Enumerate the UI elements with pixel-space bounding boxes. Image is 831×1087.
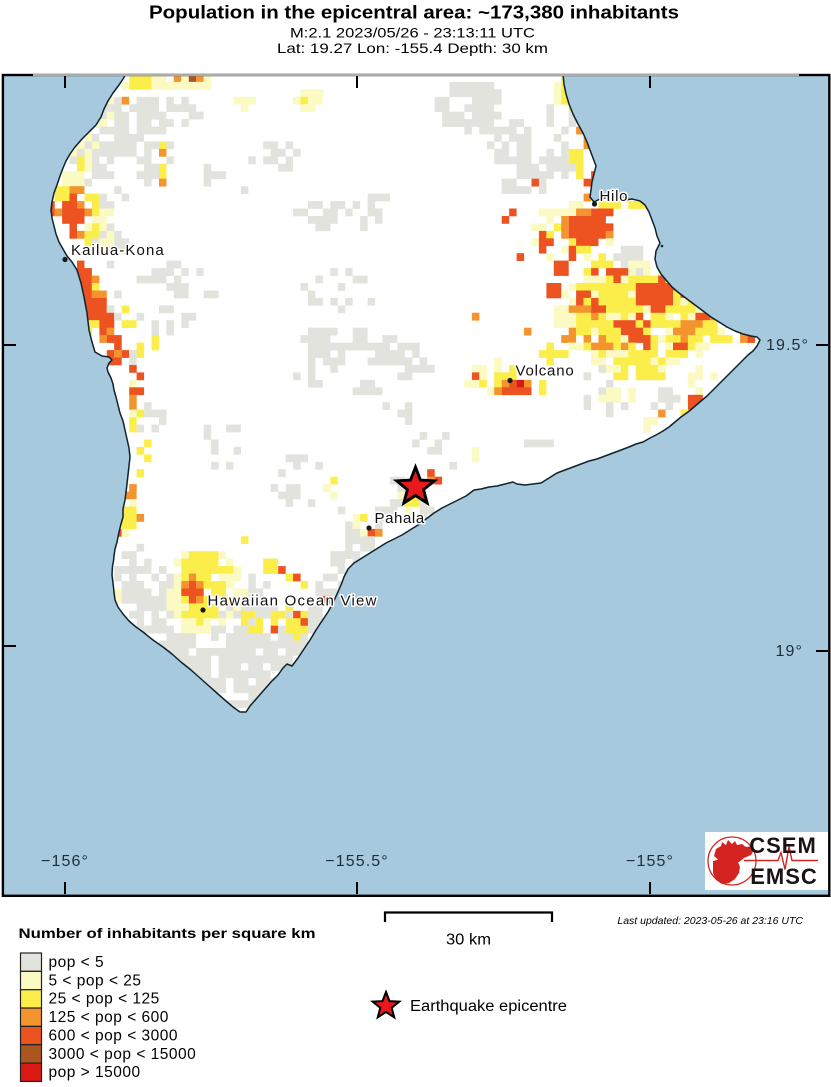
svg-text:19°: 19° [776,643,804,660]
svg-text:−155.5°: −155.5° [325,853,388,870]
svg-text:Hilo: Hilo [600,188,629,205]
svg-text:M:2.1 2023/05/26 - 23:13:11 UT: M:2.1 2023/05/26 - 23:13:11 UTC [290,25,535,41]
svg-text:pop > 15000: pop > 15000 [49,1064,141,1081]
svg-text:Earthquake epicentre: Earthquake epicentre [410,998,567,1015]
svg-text:19.5°: 19.5° [766,337,809,354]
svg-text:25 < pop < 125: 25 < pop < 125 [49,991,160,1008]
svg-text:Number of inhabitants per squa: Number of inhabitants per square km [19,925,316,941]
svg-text:Last updated: 2023-05-26 at 23: Last updated: 2023-05-26 at 23:16 UTC [617,915,803,927]
svg-text:3000 < pop < 15000: 3000 < pop < 15000 [49,1046,197,1063]
svg-text:30 km: 30 km [446,932,491,949]
svg-text:5 < pop < 25: 5 < pop < 25 [49,972,142,989]
svg-text:pop < 5: pop < 5 [49,954,105,971]
svg-text:Hawaiian Ocean View: Hawaiian Ocean View [208,593,378,610]
svg-text:Kailua-Kona: Kailua-Kona [71,242,165,259]
svg-text:125 < pop < 600: 125 < pop < 600 [49,1009,169,1026]
svg-text:Population in the epicentral a: Population in the epicentral area: ~173,… [149,3,679,23]
svg-text:EMSC: EMSC [750,864,818,889]
svg-text:CSEM: CSEM [749,833,817,858]
svg-text:Lat: 19.27 Lon: -155.4 Depth:: Lat: 19.27 Lon: -155.4 Depth: 30 km [277,40,548,56]
svg-text:600 < pop < 3000: 600 < pop < 3000 [49,1027,179,1044]
svg-text:Volcano: Volcano [516,363,575,380]
svg-text:−156°: −156° [41,853,89,870]
svg-text:Pahala: Pahala [375,510,425,527]
svg-text:−155°: −155° [626,853,674,870]
